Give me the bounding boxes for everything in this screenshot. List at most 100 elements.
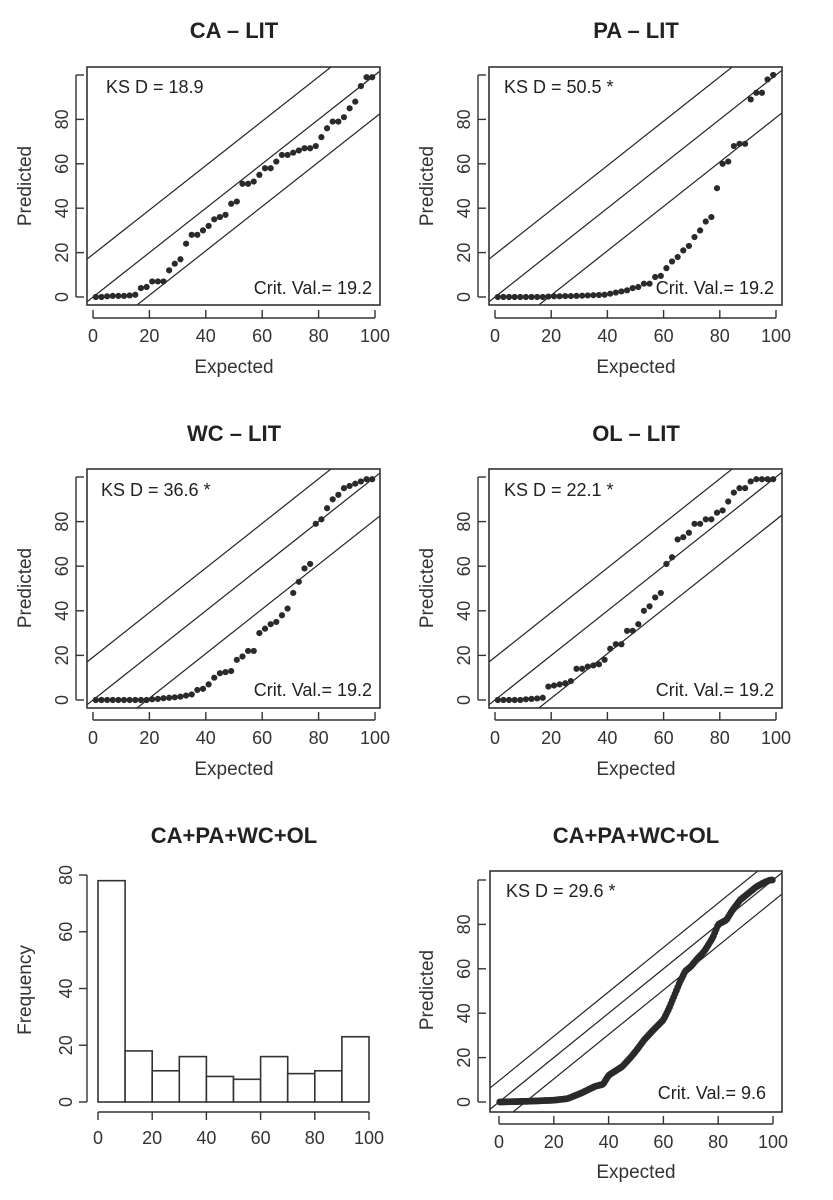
x-tick-label: 80 bbox=[305, 1128, 325, 1148]
data-point bbox=[239, 180, 246, 187]
x-tick-label: 100 bbox=[354, 1128, 384, 1148]
x-tick-label: 60 bbox=[252, 728, 272, 748]
plot-frame bbox=[489, 870, 783, 1113]
y-tick-label: 20 bbox=[56, 1035, 76, 1055]
x-axis-label: Expected bbox=[194, 357, 273, 378]
x-axis-label: Expected bbox=[194, 759, 273, 780]
x-tick-label: 100 bbox=[761, 326, 791, 346]
data-point bbox=[245, 647, 252, 655]
lower-critical-line bbox=[136, 515, 380, 708]
data-point bbox=[764, 76, 771, 83]
data-point bbox=[652, 594, 659, 601]
plot-frame bbox=[488, 468, 783, 709]
data-point bbox=[109, 696, 116, 704]
x-tick-label: 80 bbox=[710, 728, 730, 748]
y-tick-label: 40 bbox=[454, 601, 474, 621]
crit-annotation: Crit. Val.= 19.2 bbox=[254, 278, 372, 298]
data-point bbox=[222, 211, 229, 218]
data-point bbox=[579, 665, 586, 672]
data-point bbox=[505, 696, 513, 704]
data-point bbox=[290, 149, 297, 156]
identity-line bbox=[489, 69, 782, 303]
y-tick-label: 60 bbox=[56, 922, 76, 942]
x-tick-label: 80 bbox=[309, 728, 329, 748]
data-point bbox=[623, 287, 631, 294]
data-point bbox=[363, 74, 370, 81]
identity-line bbox=[489, 471, 782, 706]
data-point bbox=[256, 630, 263, 637]
data-point bbox=[629, 285, 636, 292]
data-point bbox=[534, 293, 541, 301]
data-point bbox=[177, 693, 184, 700]
data-point bbox=[211, 216, 218, 223]
x-axis: 0 20 40 60 80 100 bbox=[494, 1116, 788, 1152]
y-tick-label: 60 bbox=[454, 556, 474, 576]
data-point bbox=[273, 618, 280, 626]
x-tick-label: 40 bbox=[196, 1128, 216, 1148]
data-point bbox=[567, 677, 574, 685]
data-point bbox=[149, 696, 156, 703]
y-tick-label: 0 bbox=[454, 292, 474, 302]
x-tick-label: 80 bbox=[309, 326, 329, 346]
upper-critical-line bbox=[490, 871, 759, 1089]
data-point bbox=[284, 151, 291, 159]
data-point bbox=[301, 145, 308, 152]
x-tick-label: 20 bbox=[544, 1132, 564, 1152]
data-point bbox=[562, 680, 569, 687]
data-point bbox=[307, 145, 314, 152]
data-point bbox=[640, 280, 648, 287]
x-tick-label: 100 bbox=[758, 1132, 788, 1152]
data-point bbox=[104, 696, 111, 704]
histogram-bar bbox=[259, 1055, 289, 1103]
histogram-bars bbox=[97, 879, 370, 1103]
ks-annotation: KS D = 50.5 * bbox=[504, 77, 614, 97]
data-points bbox=[496, 876, 776, 1106]
histogram-bar bbox=[232, 1078, 262, 1103]
data-point bbox=[301, 565, 308, 572]
data-point bbox=[730, 489, 737, 496]
reference-lines bbox=[490, 871, 782, 1112]
data-point bbox=[357, 478, 364, 485]
data-point bbox=[166, 694, 173, 701]
data-point bbox=[668, 258, 676, 265]
panel-title: CA – LIT bbox=[190, 18, 279, 43]
data-point bbox=[98, 293, 105, 301]
panel-histogram: CA+PA+WC+OL Frequency 0 20 40 60 80 100 0 20 40 6… bbox=[15, 823, 384, 1148]
x-tick-label: 20 bbox=[541, 326, 561, 346]
panel-ca-lit: CA – LIT KS D = 18.9 Crit. Val.= 19.2 Ex… bbox=[15, 18, 390, 378]
x-axis-label: Expected bbox=[596, 759, 675, 780]
data-point bbox=[768, 876, 776, 884]
data-point bbox=[697, 227, 704, 234]
data-point bbox=[646, 280, 653, 287]
data-point bbox=[171, 260, 178, 267]
data-point bbox=[708, 213, 715, 221]
data-point bbox=[115, 292, 122, 299]
data-point bbox=[132, 696, 139, 704]
x-tick-label: 60 bbox=[654, 728, 674, 748]
x-tick-label: 80 bbox=[710, 326, 730, 346]
y-tick-label: 0 bbox=[454, 695, 474, 705]
data-point bbox=[143, 696, 150, 704]
data-point bbox=[635, 621, 642, 628]
histogram-bar bbox=[313, 1069, 343, 1103]
y-tick-label: 40 bbox=[454, 1003, 474, 1023]
crit-annotation: Crit. Val.= 19.2 bbox=[254, 680, 372, 700]
data-point bbox=[539, 694, 546, 701]
data-point bbox=[663, 560, 670, 568]
data-point bbox=[211, 674, 218, 681]
data-point bbox=[708, 516, 715, 523]
data-point bbox=[120, 696, 128, 704]
data-points bbox=[92, 476, 376, 704]
data-point bbox=[340, 114, 348, 121]
data-point bbox=[522, 696, 530, 703]
y-axis: 0 20 40 60 80 bbox=[52, 476, 84, 705]
reference-lines bbox=[87, 67, 380, 305]
data-point bbox=[747, 96, 754, 103]
data-point bbox=[753, 476, 760, 483]
data-point bbox=[590, 662, 597, 669]
data-point bbox=[261, 625, 269, 632]
x-tick-label: 0 bbox=[490, 326, 500, 346]
data-point bbox=[719, 160, 726, 167]
y-axis: 0 20 40 60 80 bbox=[56, 865, 88, 1107]
